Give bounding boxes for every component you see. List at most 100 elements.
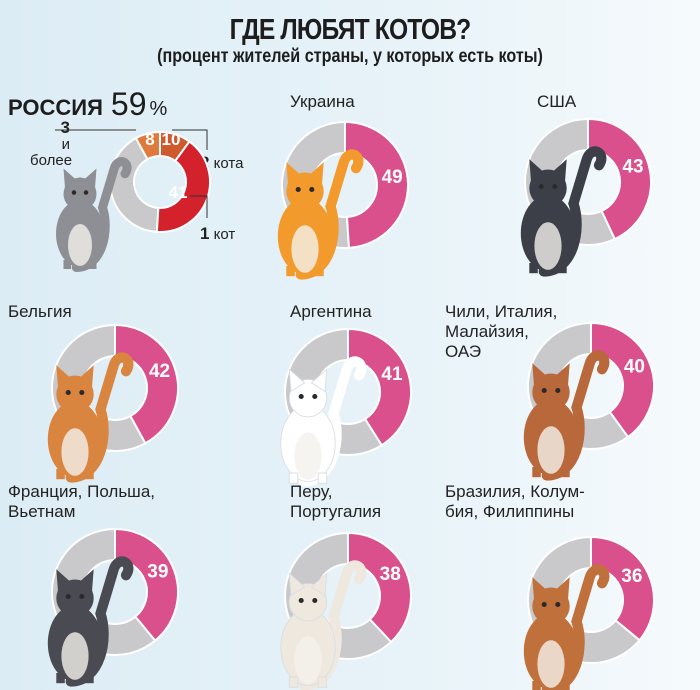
country-label-line: Перу, bbox=[290, 482, 333, 501]
cat-eye bbox=[79, 389, 85, 396]
cat-paw bbox=[63, 260, 71, 269]
russia-unit: % bbox=[149, 98, 168, 120]
value-label: 42 bbox=[149, 361, 170, 382]
donut-segment-value bbox=[590, 321, 655, 439]
cat-eye bbox=[538, 183, 544, 190]
value-label: 40 bbox=[624, 357, 645, 378]
value-label: 36 bbox=[621, 566, 642, 587]
cat-head bbox=[529, 169, 567, 207]
country-label-line: Чили, Италия, bbox=[445, 302, 558, 321]
cat-eye bbox=[555, 387, 561, 394]
cat-paw bbox=[286, 266, 295, 277]
cat-ears bbox=[288, 368, 328, 393]
cat-chest bbox=[68, 224, 92, 266]
legend-1: 1 кот bbox=[200, 224, 236, 243]
country-label-line: США bbox=[537, 92, 577, 111]
cat-head bbox=[56, 375, 94, 413]
cat-eye bbox=[71, 190, 77, 195]
donut-segment-value bbox=[590, 535, 655, 642]
cat-eye bbox=[295, 186, 301, 193]
cat-paw bbox=[532, 681, 541, 690]
cat-eye bbox=[79, 593, 85, 600]
country-label: Бразилия, Колум-бия, Филиппины bbox=[445, 482, 585, 522]
cat-eye bbox=[83, 190, 89, 195]
cat-eye bbox=[552, 183, 558, 190]
russia-heading: РОССИЯ 59% bbox=[8, 86, 167, 123]
page-subtitle: (процент жителей страны, у которых есть … bbox=[157, 46, 543, 67]
cat-ears bbox=[56, 569, 94, 592]
country-label-line: бия, Филиппины bbox=[445, 502, 575, 521]
value-label-3-plus: 8 bbox=[145, 130, 154, 149]
cat-eye bbox=[309, 186, 315, 193]
country-label: Бельгия bbox=[8, 302, 72, 322]
cat-paw bbox=[85, 469, 94, 480]
cat-head bbox=[288, 583, 328, 622]
donut-segment-value bbox=[347, 531, 412, 644]
country-label-line: Вьетнам bbox=[8, 502, 76, 521]
country-label: Перу, Португалия bbox=[290, 482, 381, 522]
cat-head bbox=[532, 373, 570, 411]
cat-illustration bbox=[47, 556, 134, 687]
country-label-line: Украина bbox=[290, 92, 355, 111]
cat-eye bbox=[312, 393, 318, 400]
country-label-line: Бельгия bbox=[8, 302, 72, 321]
country-label: Франция, Польша, Вьетнам bbox=[8, 482, 155, 522]
cat-illustration bbox=[523, 564, 610, 690]
cat-ears bbox=[288, 572, 328, 597]
cat-illustration bbox=[47, 352, 134, 483]
cat-illustration-russia bbox=[56, 157, 132, 272]
country-label: Аргентина bbox=[290, 302, 372, 322]
country-label-line: Малайзия, bbox=[445, 322, 529, 341]
donut-segment-value bbox=[587, 117, 652, 241]
value-label: 39 bbox=[147, 561, 168, 582]
cat-chest bbox=[61, 428, 89, 476]
page-title: ГДЕ ЛЮБЯТ КОТОВ? bbox=[229, 14, 472, 46]
country-label: Украина bbox=[290, 92, 355, 112]
cat-eye bbox=[312, 597, 318, 604]
donut-segment-value bbox=[114, 527, 179, 642]
value-label-2: 10 bbox=[162, 130, 181, 149]
country-label-line: Португалия bbox=[290, 502, 382, 521]
cat-paw bbox=[532, 467, 541, 478]
cat-illustration bbox=[280, 560, 367, 690]
cat-ears bbox=[63, 168, 97, 188]
value-label-1: 41 bbox=[169, 183, 188, 202]
cat-chest bbox=[294, 432, 322, 480]
value-label: 41 bbox=[381, 364, 403, 385]
cat-paw bbox=[56, 673, 65, 684]
cat-ears bbox=[532, 577, 570, 600]
cat-paw bbox=[288, 676, 299, 688]
cat-paw bbox=[317, 676, 328, 688]
cat-eye bbox=[298, 597, 304, 604]
value-label: 49 bbox=[382, 167, 403, 188]
cat-chest bbox=[61, 632, 89, 680]
cat-eye bbox=[65, 389, 71, 396]
cat-paw bbox=[288, 472, 299, 484]
cat-head bbox=[532, 587, 570, 625]
cat-paw bbox=[89, 260, 97, 269]
cat-chest bbox=[537, 426, 565, 474]
cat-eye bbox=[541, 387, 547, 394]
cat-paw bbox=[315, 266, 324, 277]
cat-paw bbox=[558, 263, 567, 274]
cat-illustration bbox=[280, 356, 367, 487]
russia-total: 59 bbox=[110, 86, 147, 122]
cat-head bbox=[286, 172, 324, 210]
cat-paw bbox=[85, 673, 94, 684]
country-label-line: Франция, Польша, bbox=[8, 482, 155, 501]
donut-segment-1 bbox=[155, 140, 211, 233]
cat-ears bbox=[529, 159, 567, 182]
cat-eye bbox=[541, 601, 547, 608]
cat-paw bbox=[56, 469, 65, 480]
country-label: Чили, Италия, Малайзия, ОАЭ bbox=[445, 302, 557, 362]
cat-paw bbox=[561, 467, 570, 478]
russia-name: РОССИЯ bbox=[8, 95, 103, 120]
cat-illustration bbox=[523, 350, 610, 481]
cat-chest bbox=[291, 225, 319, 273]
cat-paw bbox=[529, 263, 538, 274]
country-label-line: Аргентина bbox=[290, 302, 372, 321]
cat-chest bbox=[294, 636, 322, 684]
cat-ears bbox=[56, 365, 94, 388]
